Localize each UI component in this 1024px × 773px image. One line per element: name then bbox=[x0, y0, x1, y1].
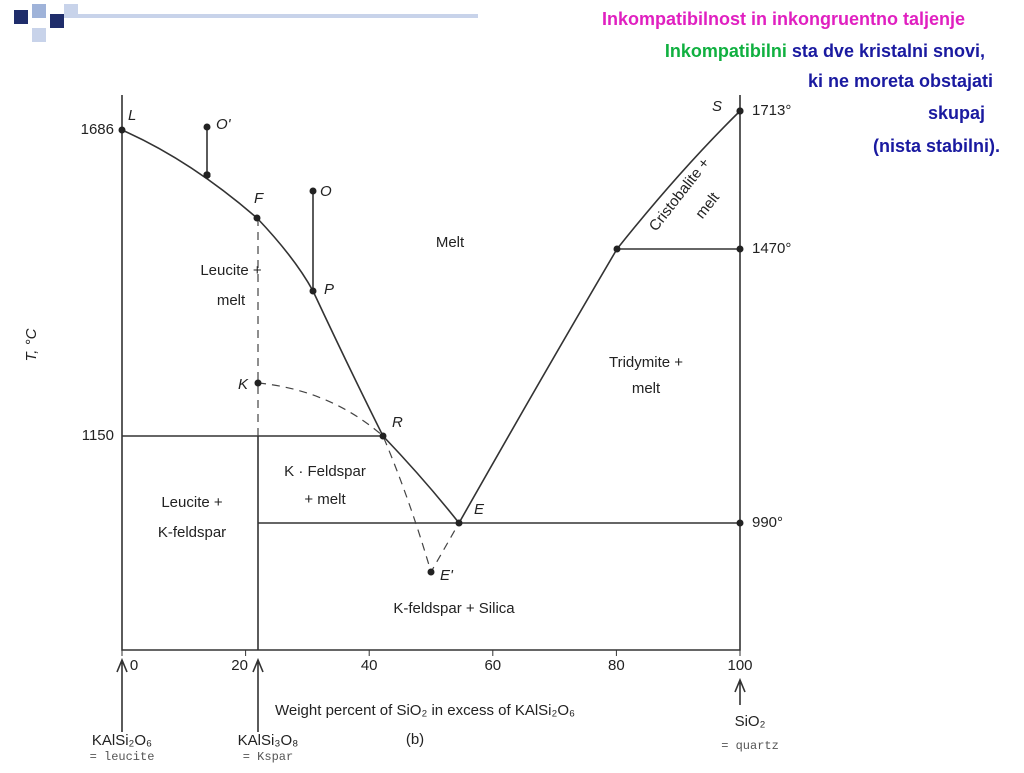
point-label: S bbox=[712, 98, 722, 115]
x-axis-label: Weight percent of SiO₂ in excess of KAlS… bbox=[275, 702, 575, 719]
point bbox=[379, 432, 387, 440]
point bbox=[309, 287, 317, 295]
point bbox=[203, 171, 211, 179]
region-label: melt bbox=[217, 292, 246, 309]
point bbox=[253, 214, 261, 222]
point-label: K bbox=[238, 376, 249, 393]
line: skupaj bbox=[928, 103, 985, 123]
point bbox=[736, 519, 744, 527]
title: Inkompatibilnost in inkongruentno taljen… bbox=[602, 9, 965, 29]
deco-square bbox=[64, 4, 78, 18]
point-label: P bbox=[324, 281, 334, 298]
deco-square bbox=[50, 14, 64, 28]
compound-name: = quartz bbox=[721, 739, 779, 753]
line: (nista stabilni). bbox=[873, 136, 1000, 156]
phase-diagram bbox=[116, 95, 746, 732]
panel-label: (b) bbox=[406, 731, 424, 748]
y-axis-label: T, °C bbox=[23, 328, 40, 361]
compound-name: = leucite bbox=[90, 750, 155, 764]
compound-formula: KAlSi₃O₈ bbox=[238, 732, 299, 749]
temp-label: 1150 bbox=[82, 427, 114, 444]
point bbox=[118, 126, 126, 134]
point-label: F bbox=[254, 190, 264, 207]
x-tick-label: 0 bbox=[130, 657, 138, 674]
point bbox=[309, 187, 317, 195]
point bbox=[203, 123, 211, 131]
compound-formula: SiO₂ bbox=[735, 713, 766, 730]
deco-square bbox=[32, 28, 46, 42]
x-tick-label: 80 bbox=[608, 657, 625, 674]
boundary bbox=[122, 127, 740, 650]
point bbox=[455, 519, 463, 527]
point-label: E bbox=[474, 501, 485, 518]
point bbox=[613, 245, 621, 253]
region-label: Melt bbox=[436, 234, 465, 251]
point-label: L bbox=[128, 107, 136, 124]
point bbox=[736, 245, 744, 253]
x-tick-label: 40 bbox=[361, 657, 378, 674]
point bbox=[427, 568, 435, 576]
deco-bar bbox=[78, 14, 478, 18]
compound-name: = Kspar bbox=[243, 750, 293, 764]
x-tick-label: 60 bbox=[484, 657, 501, 674]
metastable-line bbox=[257, 218, 460, 574]
point-label: R bbox=[392, 414, 403, 431]
frame bbox=[121, 95, 741, 651]
region-label: K-feldspar bbox=[158, 524, 226, 541]
x-tick-label: 100 bbox=[727, 657, 752, 674]
temp-label: 990° bbox=[752, 514, 783, 531]
term-rest: sta dve kristalni snovi, bbox=[792, 41, 985, 61]
temp-label: 1713° bbox=[752, 102, 791, 119]
region-label: K-feldspar + Silica bbox=[393, 600, 515, 617]
region-label: Tridymite + bbox=[609, 354, 683, 371]
region-label: Leucite + bbox=[161, 494, 223, 511]
temp-label: 1470° bbox=[752, 240, 791, 257]
point bbox=[736, 107, 744, 115]
region-label: + melt bbox=[304, 491, 346, 508]
term: Inkompatibilni bbox=[665, 41, 787, 61]
region-label: melt bbox=[632, 380, 661, 397]
region-label: melt bbox=[692, 189, 723, 222]
line: Inkompatibilni sta dve kristalni snovi, bbox=[665, 41, 985, 61]
liquidus bbox=[458, 110, 741, 524]
point-label: O' bbox=[216, 116, 232, 133]
region-label: Leucite + bbox=[200, 262, 262, 279]
deco-square bbox=[14, 10, 28, 24]
line: ki ne moreta obstajati bbox=[808, 71, 993, 91]
point-label: O bbox=[320, 183, 332, 200]
temp-label: 1686 bbox=[81, 121, 114, 138]
deco-square bbox=[32, 4, 46, 18]
region-label: Cristobalite + bbox=[646, 155, 714, 235]
point bbox=[254, 379, 262, 387]
x-tick-label: 20 bbox=[231, 657, 248, 674]
compound-formula: KAlSi₂O₆ bbox=[92, 732, 152, 749]
point-label: E' bbox=[440, 567, 454, 584]
arrow bbox=[116, 657, 746, 732]
region-label: K · Feldspar bbox=[284, 463, 366, 480]
